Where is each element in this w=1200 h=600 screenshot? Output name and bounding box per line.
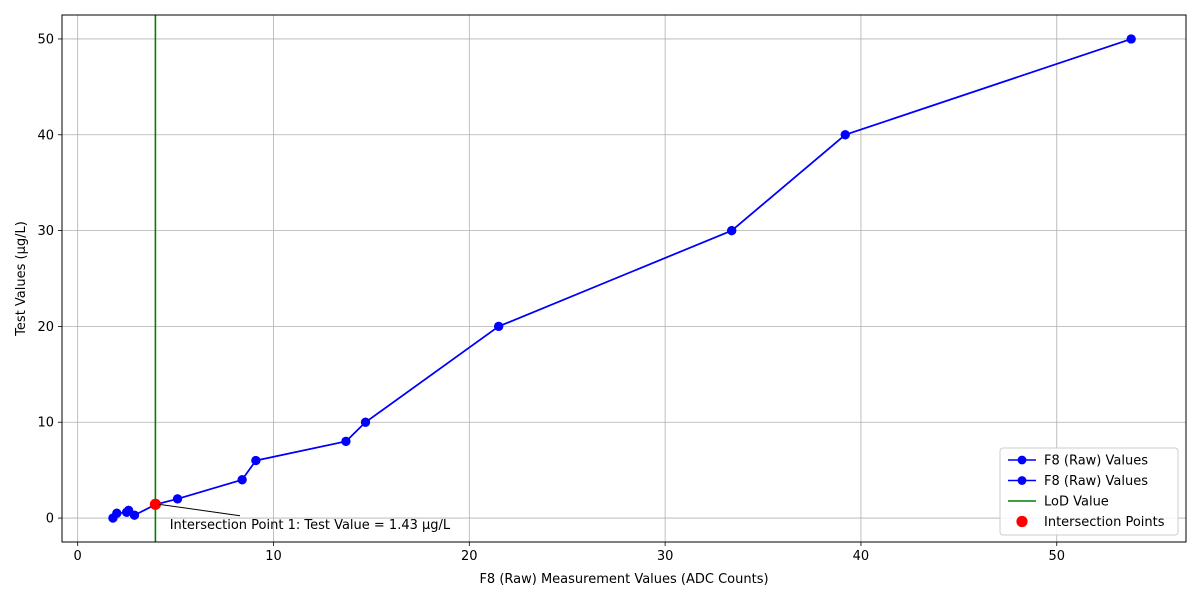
- x-tick-label: 50: [1048, 549, 1065, 564]
- data-point: [341, 436, 351, 446]
- legend-entry: F8 (Raw) Values: [1008, 474, 1148, 489]
- data-point: [251, 455, 261, 466]
- data-point: [172, 494, 183, 504]
- legend-label: F8 (Raw) Values: [1044, 454, 1148, 469]
- y-tick-label: 0: [46, 512, 54, 527]
- data-point: [1126, 34, 1136, 44]
- annotation-pointer: [159, 503, 241, 517]
- data-point: [112, 508, 122, 518]
- annotation-layer: Intersection Point 1: Test Value = 1.43 …: [159, 503, 451, 533]
- data-point: [360, 417, 371, 427]
- series-2: [108, 34, 1136, 523]
- y-axis-title: Test Values (µg/L): [14, 221, 29, 337]
- annotation-text: Intersection Point 1: Test Value = 1.43 …: [170, 518, 451, 533]
- x-axis-ticks: 0 10 20 30 40 50: [74, 542, 1065, 564]
- legend-swatch-marker: [1016, 515, 1028, 528]
- data-point: [494, 321, 504, 332]
- legend-box: [999, 447, 1179, 536]
- y-axis-ticks: 0 10 20 30 40 50: [37, 32, 62, 527]
- legend-entry: LoD Value: [1008, 495, 1109, 510]
- plot-area-frame: [61, 14, 1187, 543]
- y-tick-label: 40: [37, 128, 54, 143]
- series-layer: [108, 34, 1136, 523]
- legend-swatch-marker: [1017, 455, 1027, 465]
- data-point: [840, 130, 850, 140]
- x-tick-label: 40: [853, 549, 870, 564]
- data-point: [237, 475, 247, 485]
- legend-entry: Intersection Points: [1016, 515, 1165, 530]
- legend-label: LoD Value: [1044, 495, 1109, 510]
- x-tick-label: 0: [74, 549, 82, 564]
- x-tick-label: 10: [265, 549, 282, 564]
- series-1: [108, 34, 1136, 523]
- y-tick-label: 50: [37, 32, 54, 47]
- x-tick-label: 20: [461, 549, 478, 564]
- series-line: [112, 38, 1132, 519]
- y-tick-label: 30: [37, 224, 54, 239]
- x-axis-title: F8 (Raw) Measurement Values (ADC Counts): [479, 572, 768, 587]
- legend-entry: F8 (Raw) Values: [1008, 454, 1148, 469]
- intersection-point: [149, 498, 162, 510]
- data-point: [727, 225, 737, 236]
- legend-label: F8 (Raw) Values: [1044, 474, 1148, 489]
- y-tick-label: 10: [37, 416, 54, 431]
- series-line: [112, 38, 1132, 519]
- data-point: [129, 510, 140, 520]
- legend-swatch-marker: [1017, 476, 1027, 485]
- x-tick-label: 30: [657, 549, 674, 564]
- intersection-layer: [149, 498, 162, 510]
- y-tick-label: 20: [37, 320, 54, 335]
- grid-layer: [62, 15, 1186, 542]
- legend: F8 (Raw) Values F8 (Raw) Values LoD Value I…: [999, 447, 1179, 536]
- legend-label: Intersection Points: [1044, 515, 1165, 530]
